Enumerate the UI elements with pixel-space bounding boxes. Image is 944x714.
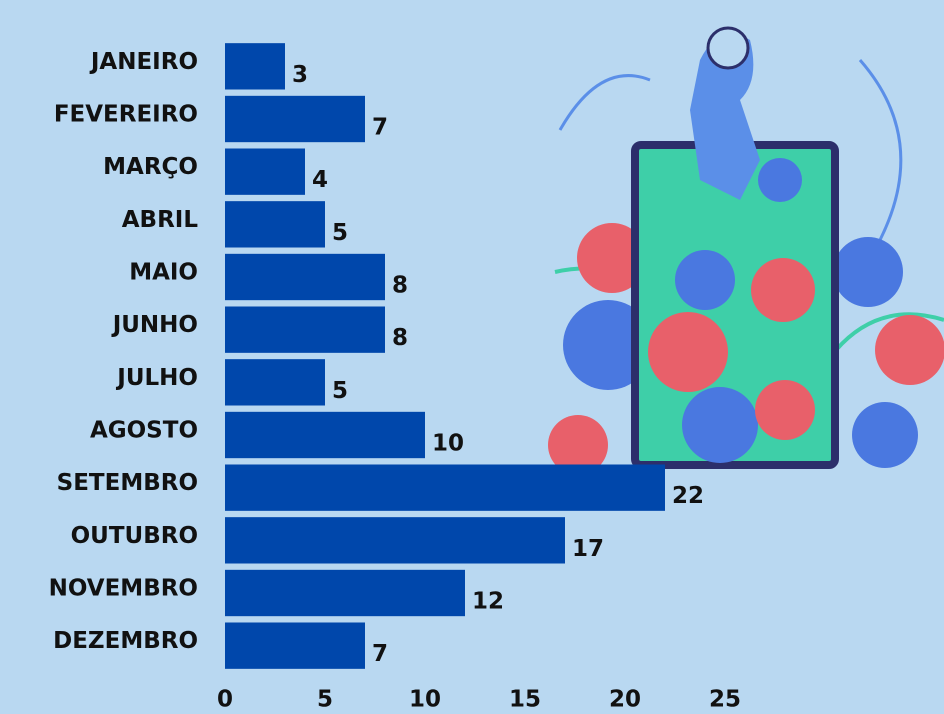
like-bubble	[852, 402, 918, 468]
bar	[225, 253, 385, 301]
value-label: 7	[372, 641, 388, 667]
y-tick-label: JUNHO	[111, 312, 198, 338]
y-tick-label: JANEIRO	[89, 49, 198, 75]
person-head	[706, 26, 750, 70]
illustration	[548, 26, 944, 475]
x-tick-label: 5	[317, 687, 333, 713]
value-label: 17	[572, 536, 604, 562]
value-label: 3	[292, 62, 308, 88]
y-tick-label: ABRIL	[122, 207, 199, 233]
like-bubble	[833, 237, 903, 307]
y-tick-label: JULHO	[115, 365, 198, 391]
like-bubble	[758, 158, 802, 202]
bar	[225, 306, 385, 353]
heart-bubble	[648, 312, 728, 392]
bar	[225, 517, 565, 564]
heart-bubble	[751, 258, 815, 322]
bar	[225, 411, 425, 459]
y-tick-label: DEZEMBRO	[53, 628, 198, 654]
y-tick-label: FEVEREIRO	[54, 102, 198, 128]
person	[690, 33, 760, 201]
bar	[225, 622, 365, 669]
x-tick-label: 20	[609, 687, 641, 713]
heart-bubble	[875, 315, 944, 385]
bar	[225, 95, 365, 143]
like-bubble	[675, 250, 735, 310]
y-tick-label: MARÇO	[103, 154, 198, 180]
x-tick-label: 15	[509, 687, 541, 713]
x-tick-label: 0	[217, 687, 233, 713]
bar	[225, 359, 325, 406]
heart-bubble	[577, 223, 647, 293]
bar	[225, 201, 325, 248]
value-label: 8	[392, 273, 408, 299]
y-tick-label: NOVEMBRO	[49, 576, 198, 602]
y-tick-label: OUTUBRO	[71, 523, 198, 549]
value-label: 12	[472, 589, 504, 615]
heart-bubble	[755, 380, 815, 440]
bar	[225, 148, 305, 195]
y-tick-label: SETEMBRO	[57, 470, 198, 496]
value-label: 5	[332, 378, 348, 404]
value-label: 4	[312, 167, 328, 193]
value-label: 8	[392, 325, 408, 351]
decor-line	[558, 74, 651, 131]
value-label: 10	[432, 431, 464, 457]
decor-line	[858, 59, 903, 241]
bar	[225, 464, 665, 511]
y-tick-label: MAIO	[129, 260, 198, 286]
value-label: 22	[672, 483, 704, 509]
x-tick-label: 10	[409, 687, 441, 713]
x-tick-label: 25	[709, 687, 741, 713]
like-bubble	[682, 387, 758, 463]
value-label: 5	[332, 220, 348, 246]
like-bubble	[563, 300, 653, 390]
bar	[225, 43, 285, 90]
value-label: 7	[372, 115, 388, 141]
decor-line	[834, 312, 944, 352]
bar	[225, 569, 465, 617]
y-tick-label: AGOSTO	[90, 418, 198, 444]
heart-bubble	[548, 415, 608, 475]
